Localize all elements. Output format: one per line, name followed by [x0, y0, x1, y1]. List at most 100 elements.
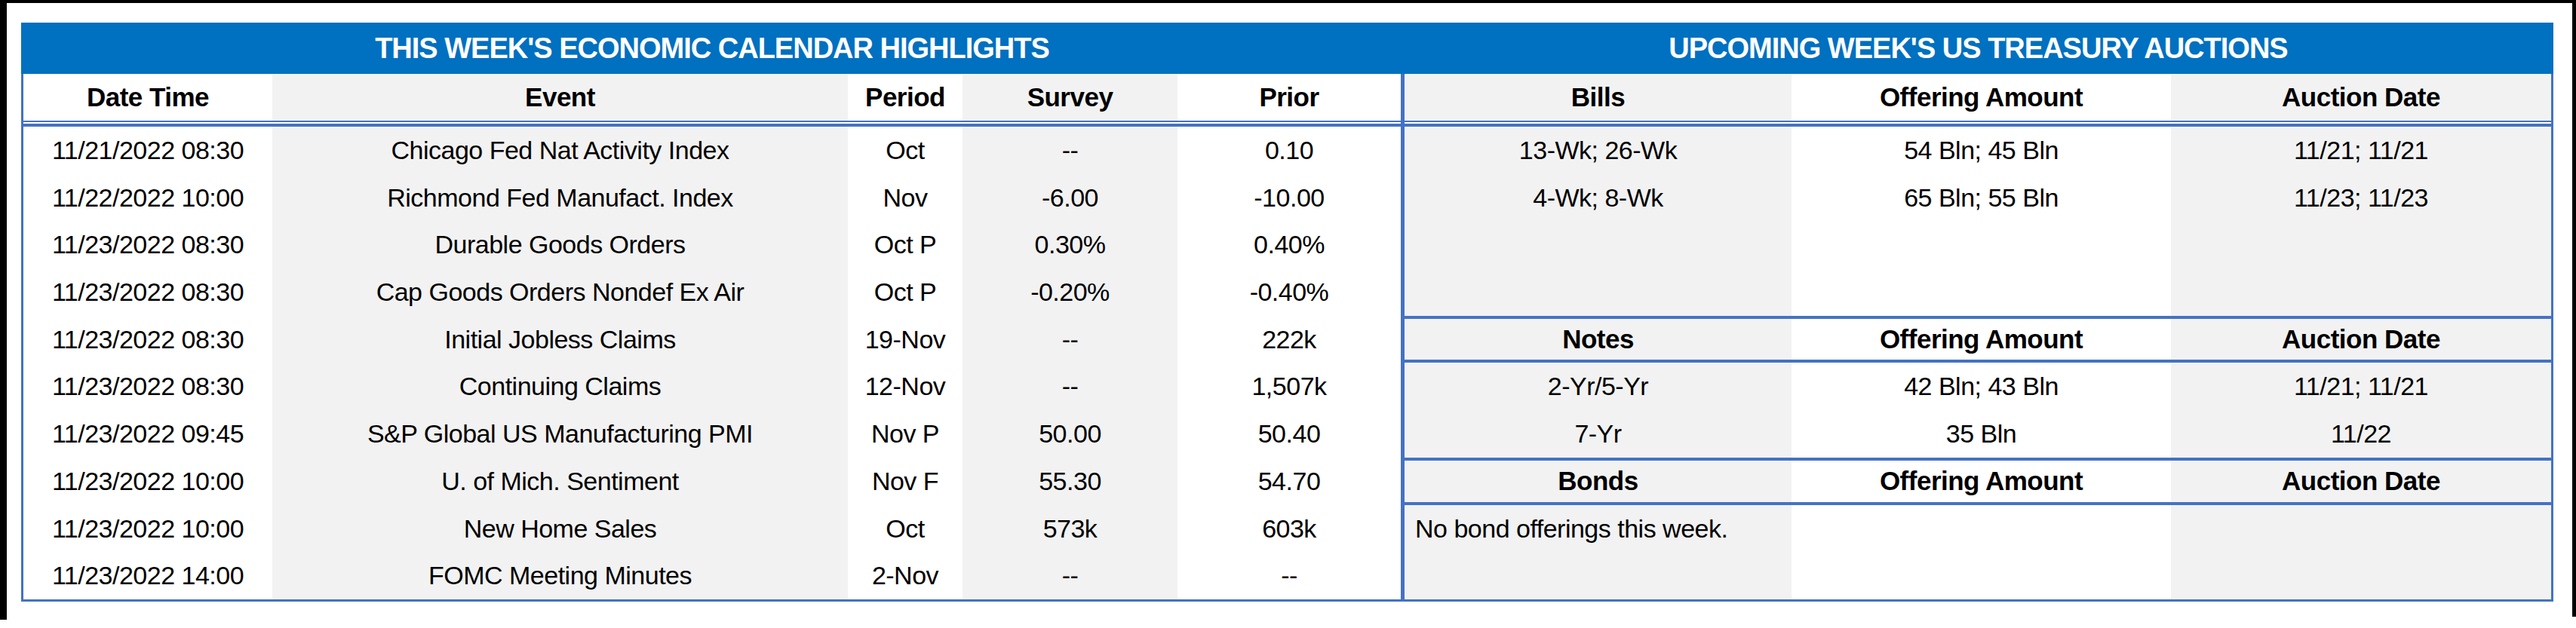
cell-date-time: 11/23/2022 08:30 — [23, 268, 272, 316]
cell-survey: -0.20% — [963, 268, 1177, 316]
header-bonds-auction-date: Auction Date — [2171, 461, 2551, 502]
no-bond-offerings-note: No bond offerings this week. — [1405, 505, 2551, 553]
bills-header-divider — [1405, 121, 2551, 127]
cell-event: Durable Goods Orders — [272, 221, 848, 268]
calendar-row: 11/23/2022 10:00 New Home Sales Oct 573k… — [23, 505, 1401, 553]
header-bonds-offering-amount: Offering Amount — [1792, 461, 2171, 502]
cell-survey: -- — [963, 552, 1177, 599]
cell-bill-auction-date: 11/21; 11/21 — [2171, 127, 2551, 174]
cell-event: New Home Sales — [272, 505, 848, 553]
header-date-time: Date Time — [23, 74, 272, 121]
cell-period: 2-Nov — [848, 552, 963, 599]
cell-survey: -- — [963, 127, 1177, 174]
cell-prior: 222k — [1177, 316, 1401, 363]
cell-survey: 0.30% — [963, 221, 1177, 268]
cell-bill-term: 13-Wk; 26-Wk — [1405, 127, 1792, 174]
frame-border-top — [0, 0, 2576, 3]
cell-period: Oct — [848, 127, 963, 174]
notes-header-row: Notes Offering Amount Auction Date — [1405, 316, 2551, 363]
header-event: Event — [272, 74, 848, 121]
calendar-row: 11/23/2022 08:30 Cap Goods Orders Nondef… — [23, 268, 1401, 316]
cell-note-auction-date: 11/21; 11/21 — [2171, 363, 2551, 410]
cell-prior: 54.70 — [1177, 458, 1401, 505]
cell-event: FOMC Meeting Minutes — [272, 552, 848, 599]
cell-survey: 50.00 — [963, 410, 1177, 458]
economic-calendar-table: Date Time Event Period Survey Prior 11/2… — [21, 74, 1403, 602]
weekly-report-sheet: THIS WEEK'S ECONOMIC CALENDAR HIGHLIGHTS… — [21, 23, 2553, 602]
calendar-row: 11/23/2022 10:00 U. of Mich. Sentiment N… — [23, 458, 1401, 505]
cell-prior: -10.00 — [1177, 174, 1401, 222]
cell-prior: -- — [1177, 552, 1401, 599]
cell-period: 12-Nov — [848, 363, 963, 410]
calendar-row: 11/23/2022 09:45 S&P Global US Manufactu… — [23, 410, 1401, 458]
cell-period: Oct P — [848, 221, 963, 268]
calendar-row: 11/23/2022 08:30 Continuing Claims 12-No… — [23, 363, 1401, 410]
cell-date-time: 11/23/2022 14:00 — [23, 552, 272, 599]
header-bills-auction-date: Auction Date — [2171, 74, 2551, 121]
cell-bill-offering-amount: 65 Bln; 55 Bln — [1792, 174, 2171, 222]
title-bar: THIS WEEK'S ECONOMIC CALENDAR HIGHLIGHTS… — [21, 23, 2553, 74]
cell-bill-term: 4-Wk; 8-Wk — [1405, 174, 1792, 222]
cell-survey: -- — [963, 316, 1177, 363]
cell-note-offering-amount: 35 Bln — [1792, 410, 2171, 458]
bonds-header-row: Bonds Offering Amount Auction Date — [1405, 458, 2551, 505]
cell-prior: 1,507k — [1177, 363, 1401, 410]
cell-event: Initial Jobless Claims — [272, 316, 848, 363]
cell-event: U. of Mich. Sentiment — [272, 458, 848, 505]
frame-border-left — [0, 0, 7, 620]
tables-area: Date Time Event Period Survey Prior 11/2… — [21, 74, 2553, 602]
cell-date-time: 11/23/2022 10:00 — [23, 505, 272, 553]
header-bills: Bills — [1405, 74, 1792, 121]
notes-section-body: 2-Yr/5-Yr 42 Bln; 43 Bln 11/21; 11/21 7-… — [1405, 363, 2551, 457]
cell-prior: 50.40 — [1177, 410, 1401, 458]
bills-row: 4-Wk; 8-Wk 65 Bln; 55 Bln 11/23; 11/23 — [1405, 174, 2551, 222]
cell-prior: 603k — [1177, 505, 1401, 553]
cell-date-time: 11/23/2022 09:45 — [23, 410, 272, 458]
header-divider — [23, 121, 1401, 127]
treasury-auctions-panel: Bills Offering Amount Auction Date 13-Wk… — [1403, 74, 2553, 602]
cell-period: Oct P — [848, 268, 963, 316]
calendar-row: 11/21/2022 08:30 Chicago Fed Nat Activit… — [23, 127, 1401, 174]
cell-event: Continuing Claims — [272, 363, 848, 410]
header-bills-offering-amount: Offering Amount — [1792, 74, 2171, 121]
cell-bill-auction-date: 11/23; 11/23 — [2171, 174, 2551, 222]
cell-prior: 0.40% — [1177, 221, 1401, 268]
cell-period: Oct — [848, 505, 963, 553]
calendar-row: 11/23/2022 14:00 FOMC Meeting Minutes 2-… — [23, 552, 1401, 599]
header-bonds: Bonds — [1405, 461, 1792, 502]
cell-period: Nov — [848, 174, 963, 222]
cell-survey: -6.00 — [963, 174, 1177, 222]
cell-survey: 55.30 — [963, 458, 1177, 505]
header-prior: Prior — [1177, 74, 1401, 121]
cell-prior: -0.40% — [1177, 268, 1401, 316]
cell-date-time: 11/23/2022 08:30 — [23, 221, 272, 268]
header-period: Period — [848, 74, 963, 121]
cell-date-time: 11/22/2022 10:00 — [23, 174, 272, 222]
header-survey: Survey — [963, 74, 1177, 121]
cell-survey: -- — [963, 363, 1177, 410]
calendar-row: 11/22/2022 10:00 Richmond Fed Manufact. … — [23, 174, 1401, 222]
cell-survey: 573k — [963, 505, 1177, 553]
calendar-body: 11/21/2022 08:30 Chicago Fed Nat Activit… — [23, 127, 1401, 599]
cell-prior: 0.10 — [1177, 127, 1401, 174]
header-notes: Notes — [1405, 319, 1792, 360]
cell-date-time: 11/21/2022 08:30 — [23, 127, 272, 174]
frame-border-right — [2572, 0, 2576, 617]
calendar-row: 11/23/2022 08:30 Initial Jobless Claims … — [23, 316, 1401, 363]
cell-date-time: 11/23/2022 08:30 — [23, 316, 272, 363]
cell-event: Richmond Fed Manufact. Index — [272, 174, 848, 222]
economic-calendar-title: THIS WEEK'S ECONOMIC CALENDAR HIGHLIGHTS — [21, 23, 1403, 74]
cell-period: Nov P — [848, 410, 963, 458]
cell-event: S&P Global US Manufacturing PMI — [272, 410, 848, 458]
bills-header-row: Bills Offering Amount Auction Date — [1405, 74, 2551, 121]
header-notes-auction-date: Auction Date — [2171, 319, 2551, 360]
cell-note-term: 7-Yr — [1405, 410, 1792, 458]
header-notes-offering-amount: Offering Amount — [1792, 319, 2171, 360]
cell-period: 19-Nov — [848, 316, 963, 363]
bills-section-body: 13-Wk; 26-Wk 54 Bln; 45 Bln 11/21; 11/21… — [1405, 127, 2551, 316]
cell-event: Cap Goods Orders Nondef Ex Air — [272, 268, 848, 316]
notes-row: 2-Yr/5-Yr 42 Bln; 43 Bln 11/21; 11/21 — [1405, 363, 2551, 410]
notes-row: 7-Yr 35 Bln 11/22 — [1405, 410, 2551, 458]
bonds-section-body: No bond offerings this week. — [1405, 505, 2551, 599]
cell-date-time: 11/23/2022 08:30 — [23, 363, 272, 410]
